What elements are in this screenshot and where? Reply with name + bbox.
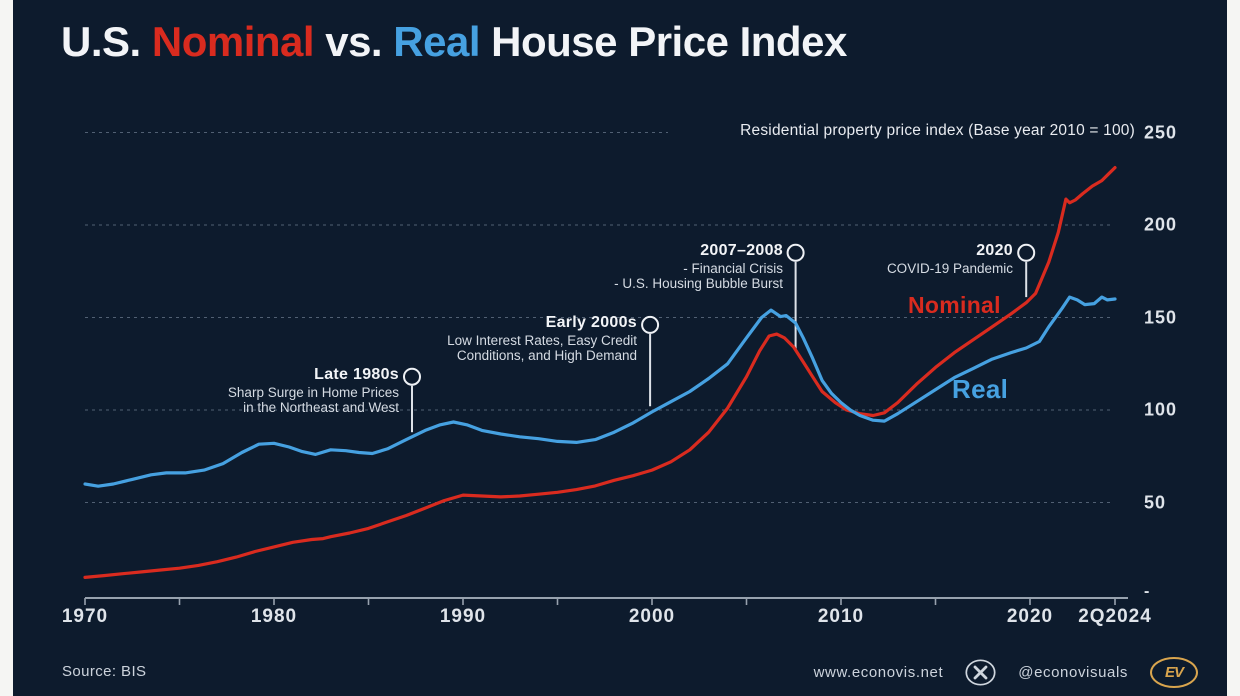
annotation-2020: 2020 COVID-19 Pandemic [693,242,1013,277]
x-axis-label: 1980 [250,606,298,627]
x-axis-label: 1990 [439,606,487,627]
y-axis-label: 200 [1144,214,1178,235]
y-axis-label: 50 [1144,492,1167,513]
series-label-nominal: Nominal [908,292,1001,318]
annotation-late-1980s: Late 1980s Sharp Surge in Home Prices in t… [79,366,399,415]
x-axis-label: 2000 [628,606,676,627]
annotation-title: 2020 [976,242,1013,259]
title-part-nominal: Nominal [151,18,315,65]
source-credit: Source: BIS [62,663,147,680]
y-axis-zero-label: - [1144,583,1151,600]
x-social-icon [965,659,996,686]
x-axis-label: 1970 [61,606,109,627]
annotation-early-2000s: Early 2000s Low Interest Rates, Easy Cred… [317,314,637,363]
title-part-rest: House Price Index [480,18,847,65]
axis-subtitle: Residential property price index (Base y… [740,122,1135,139]
econovisuals-logo: EV [1150,657,1198,688]
x-axis-label: 2020 [1006,606,1054,627]
footer-links: www.econovis.net @econovisuals EV [814,657,1198,688]
x-axis-label: 2010 [817,606,865,627]
annotation-description: COVID-19 Pandemic [886,261,1013,276]
title-part-vs: vs. [314,18,394,65]
page-title: U.S. Nominal vs. Real House Price Index [61,18,847,66]
series-label-real: Real [952,374,1009,404]
website-link: www.econovis.net [813,664,944,681]
y-axis-label: 100 [1144,399,1178,420]
annotation-description: Low Interest Rates, Easy Credit Condition… [447,333,637,363]
annotation-description: Sharp Surge in Home Prices in the Northea… [227,385,399,415]
title-part-real: Real [393,18,480,65]
annotation-description: - Financial Crisis - U.S. Housing Bubble … [614,261,783,291]
annotation-2007-2008: 2007–2008 - Financial Crisis - U.S. Housin… [463,242,783,291]
title-part-us: U.S. [61,18,152,65]
y-axis-label: 150 [1144,307,1178,328]
annotation-title: Early 2000s [545,314,637,331]
annotation-title: 2007–2008 [700,242,783,259]
annotation-title: Late 1980s [314,366,399,383]
y-axis-label: 250 [1144,122,1178,143]
social-handle: @econovisuals [1018,664,1128,681]
x-axis-label: 2Q2024 [1078,606,1152,627]
